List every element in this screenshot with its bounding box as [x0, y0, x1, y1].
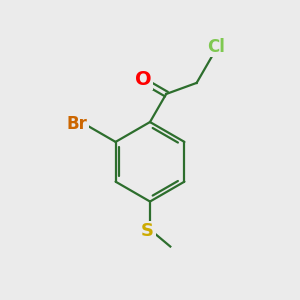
- Text: Cl: Cl: [207, 38, 225, 56]
- Text: S: S: [141, 222, 154, 240]
- Text: Br: Br: [67, 115, 88, 133]
- Text: O: O: [135, 70, 152, 89]
